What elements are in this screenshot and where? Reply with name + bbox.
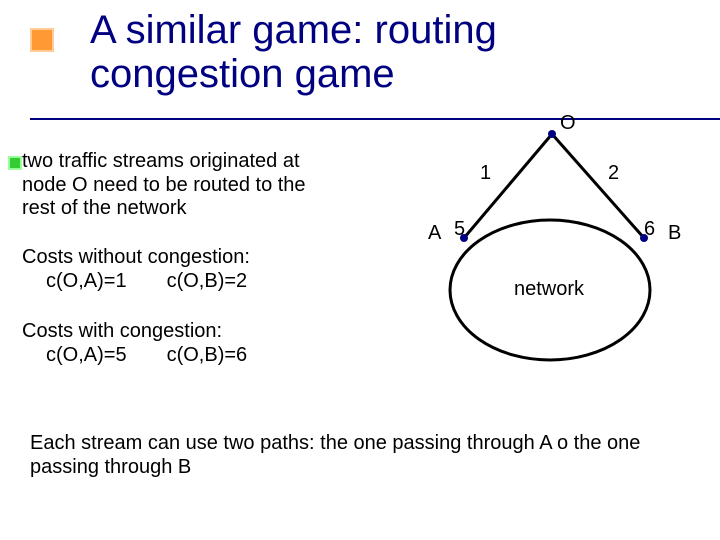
- edge-OB-cost-outer: 2: [608, 162, 619, 185]
- paragraph-costs-no-congestion: Costs without congestion: c(O,A)=1 c(O,B…: [22, 246, 342, 293]
- node-label-O: O: [560, 112, 576, 135]
- edge-OB-cost-inner: 6: [644, 218, 655, 241]
- edge-OA-cost-outer: 1: [480, 162, 491, 185]
- costs-no-congestion-values: c(O,A)=1 c(O,B)=2: [46, 270, 247, 292]
- body-bullet-icon: [8, 156, 22, 170]
- paragraph-paths: Each stream can use two paths: the one p…: [30, 432, 680, 479]
- network-diagram: O A B 1 5 2 6 network: [400, 120, 700, 380]
- title-bullet-icon: [30, 28, 54, 52]
- network-label: network: [514, 278, 584, 301]
- paragraph-intro: two traffic streams originated at node O…: [22, 150, 317, 221]
- costs-congestion-lead: Costs with congestion:: [22, 320, 222, 342]
- costs-congestion-values: c(O,A)=5 c(O,B)=6: [46, 344, 247, 366]
- paragraph-costs-congestion: Costs with congestion: c(O,A)=5 c(O,B)=6: [22, 320, 342, 367]
- edge-O-B: [552, 134, 644, 238]
- network-svg: [400, 120, 700, 380]
- slide-title: A similar game: routing congestion game: [90, 8, 690, 96]
- slide: A similar game: routing congestion game …: [0, 0, 720, 540]
- node-O: [548, 130, 556, 138]
- costs-no-congestion-lead: Costs without congestion:: [22, 246, 250, 268]
- node-label-A: A: [428, 222, 441, 245]
- edge-OA-cost-inner: 5: [454, 218, 465, 241]
- node-label-B: B: [668, 222, 681, 245]
- edge-O-A: [464, 134, 552, 238]
